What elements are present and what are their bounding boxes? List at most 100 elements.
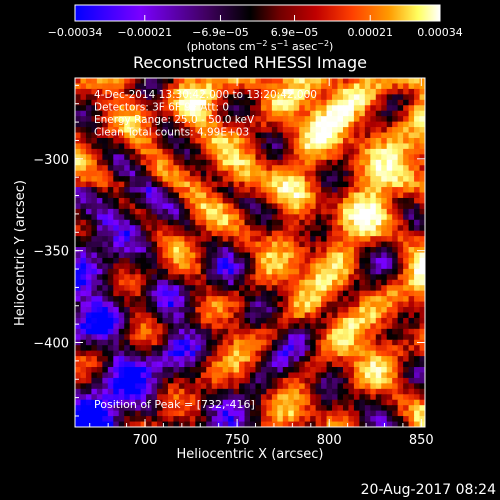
- heatmap-cell: [85, 345, 93, 352]
- heatmap-cell: [178, 99, 185, 106]
- heatmap-cell: [178, 247, 185, 254]
- heatmap-cell: [419, 345, 425, 352]
- heatmap-cell: [397, 170, 404, 177]
- heatmap-cell: [178, 383, 185, 390]
- heatmap-cell: [359, 197, 366, 205]
- heatmap-cell: [299, 132, 306, 139]
- heatmap-cell: [222, 317, 229, 324]
- heatmap-cell: [162, 247, 169, 254]
- heatmap-cell: [222, 247, 229, 254]
- heatmap-cell: [332, 236, 339, 243]
- heatmap-cell: [217, 367, 224, 374]
- heatmap-cell: [315, 301, 322, 308]
- heatmap-cell: [353, 236, 360, 243]
- heatmap-cell: [107, 279, 114, 286]
- heatmap-cell: [118, 356, 125, 363]
- heatmap-cell: [419, 367, 425, 374]
- heatmap-cell: [282, 159, 289, 166]
- heatmap-cell: [85, 187, 93, 194]
- heatmap-cell: [91, 143, 98, 150]
- heatmap-cell: [157, 203, 164, 210]
- heatmap-cell: [299, 110, 306, 117]
- heatmap-cell: [321, 127, 328, 134]
- heatmap-cell: [321, 230, 328, 237]
- heatmap-cell: [173, 345, 180, 352]
- heatmap-cell: [326, 121, 333, 128]
- heatmap-cell: [211, 208, 218, 215]
- heatmap-cell: [107, 350, 114, 357]
- heatmap-cell: [233, 159, 240, 166]
- heatmap-cell: [304, 290, 311, 297]
- heatmap-cell: [386, 83, 393, 90]
- heatmap-cell: [348, 307, 355, 314]
- heatmap-cell: [386, 127, 393, 134]
- heatmap-cell: [118, 203, 125, 210]
- heatmap-cell: [271, 274, 278, 281]
- heatmap-cell: [419, 263, 425, 270]
- heatmap-cell: [342, 388, 350, 395]
- heatmap-cell: [118, 154, 125, 161]
- heatmap-cell: [326, 334, 333, 341]
- heatmap-cell: [271, 290, 278, 297]
- heatmap-cell: [337, 307, 344, 314]
- heatmap-cell: [321, 219, 328, 226]
- heatmap-cell: [85, 361, 93, 368]
- heatmap-cell: [222, 388, 229, 395]
- heatmap-cell: [386, 99, 393, 106]
- heatmap-cell: [146, 383, 153, 390]
- heatmap-cell: [239, 197, 246, 205]
- heatmap-cell: [299, 279, 306, 286]
- heatmap-cell: [167, 219, 175, 226]
- heatmap-cell: [233, 367, 240, 374]
- heatmap-cell: [266, 143, 273, 150]
- heatmap-cell: [403, 88, 410, 95]
- heatmap-cell: [359, 241, 366, 248]
- y-tick-label: −350: [33, 245, 69, 260]
- heatmap-cell: [102, 94, 109, 101]
- heatmap-cell: [348, 361, 355, 368]
- heatmap-cell: [157, 388, 164, 395]
- heatmap-cell: [375, 127, 382, 134]
- heatmap-cell: [353, 377, 360, 384]
- heatmap-cell: [151, 110, 158, 117]
- heatmap-cell: [85, 170, 93, 177]
- heatmap-cell: [381, 410, 388, 417]
- heatmap-cell: [118, 99, 125, 106]
- heatmap-cell: [293, 377, 300, 384]
- heatmap-cell: [381, 99, 388, 106]
- heatmap-cell: [184, 285, 191, 292]
- heatmap-cell: [375, 317, 382, 324]
- heatmap-cell: [129, 116, 136, 123]
- heatmap-cell: [392, 285, 399, 292]
- heatmap-cell: [189, 268, 196, 275]
- heatmap-cell: [118, 176, 125, 183]
- heatmap-cell: [315, 94, 322, 101]
- heatmap-cell: [337, 121, 344, 128]
- heatmap-cell: [107, 312, 114, 319]
- heatmap-cell: [91, 88, 98, 95]
- heatmap-cell: [157, 301, 164, 308]
- heatmap-cell: [157, 110, 164, 117]
- heatmap-cell: [359, 230, 366, 237]
- heatmap-cell: [277, 83, 284, 90]
- heatmap-cell: [277, 263, 284, 270]
- heatmap-cell: [408, 361, 415, 368]
- heatmap-cell: [277, 274, 284, 281]
- heatmap-cell: [310, 143, 317, 150]
- heatmap-cell: [348, 132, 355, 139]
- heatmap-cell: [381, 219, 388, 226]
- heatmap-cell: [129, 105, 136, 112]
- heatmap-cell: [75, 121, 82, 128]
- heatmap-cell: [173, 208, 180, 215]
- heatmap-cell: [321, 350, 328, 357]
- heatmap-cell: [189, 383, 196, 390]
- heatmap-cell: [342, 132, 350, 139]
- heatmap-cell: [222, 219, 229, 226]
- heatmap-cell: [124, 268, 131, 275]
- heatmap-cell: [233, 394, 240, 401]
- heatmap-cell: [299, 105, 306, 112]
- heatmap-cell: [222, 83, 229, 90]
- heatmap-cell: [293, 127, 300, 134]
- heatmap-cell: [332, 328, 339, 335]
- heatmap-cell: [189, 307, 196, 314]
